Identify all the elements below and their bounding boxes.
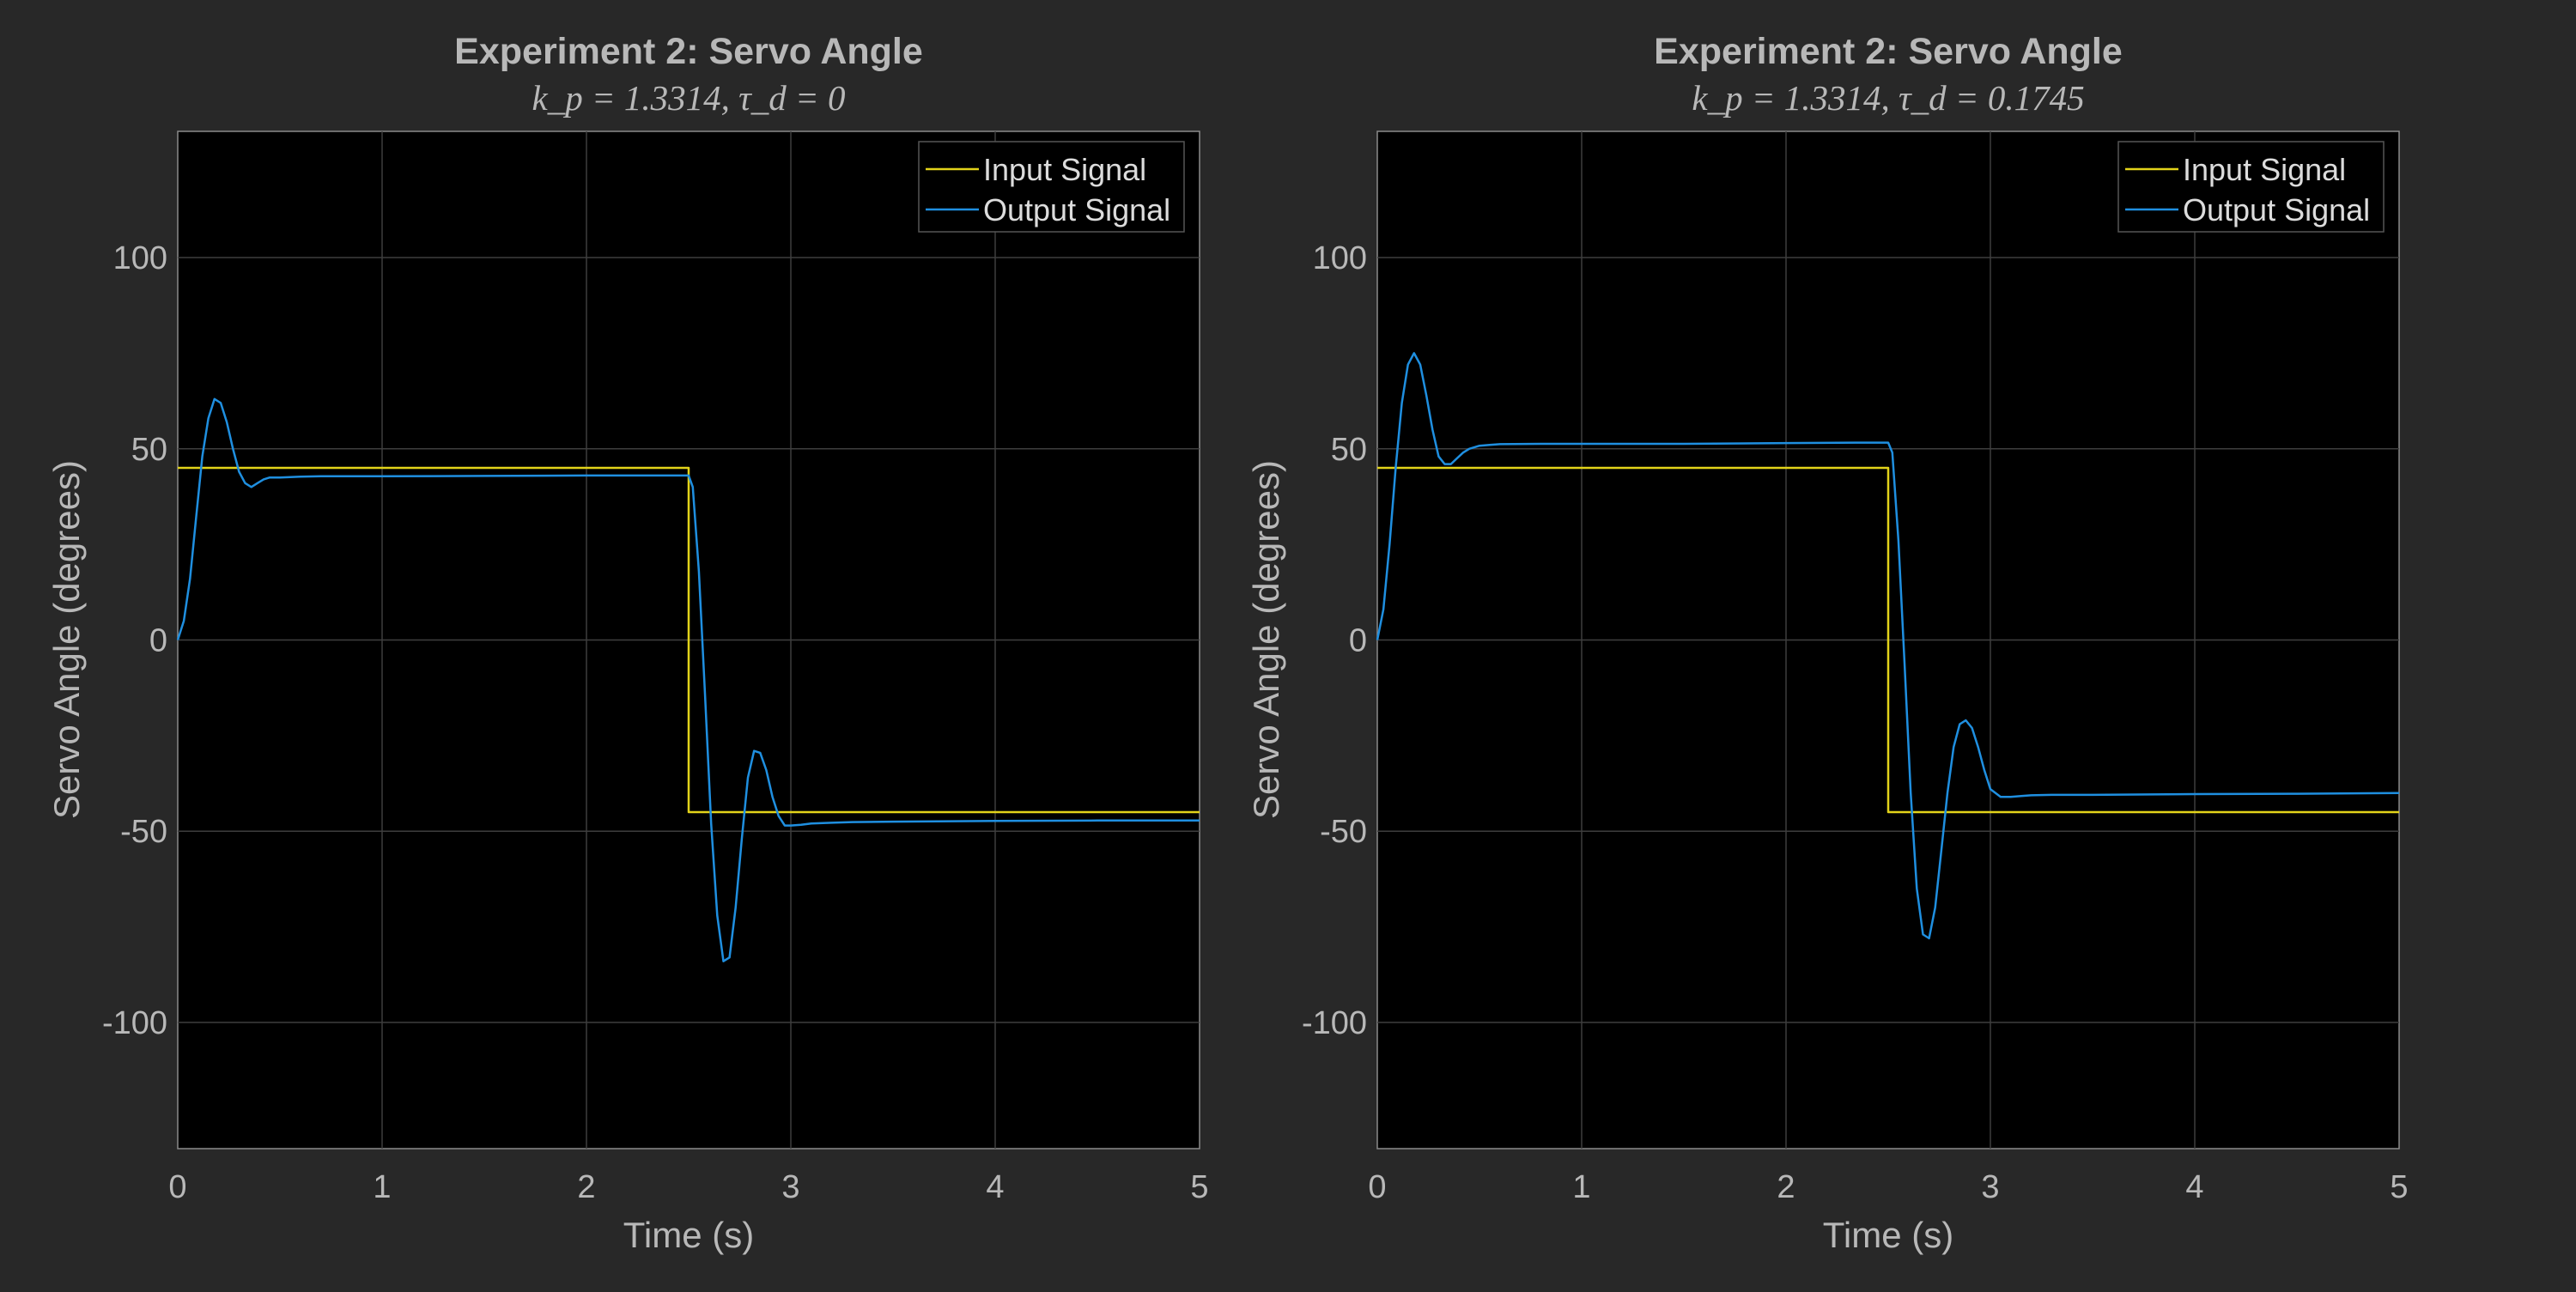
x-tick-label: 5 (2390, 1169, 2408, 1205)
series-layer (1376, 352, 2400, 940)
chart-subtitle: k_p = 1.3314, τ_d = 0.1745 (1692, 78, 2084, 118)
chart-panel-right: Experiment 2: Servo Angle k_p = 1.3314, … (1246, 31, 2409, 1255)
y-axis-label: Servo Angle (degrees) (46, 460, 87, 819)
x-tick-label: 5 (1190, 1169, 1208, 1205)
x-tick-label: 2 (577, 1169, 595, 1205)
y-tick-label: -50 (120, 814, 167, 850)
y-tick-labels: -100 -50 0 50 100 (1302, 240, 1367, 1041)
x-axis-label: Time (s) (623, 1215, 754, 1255)
x-tick-label: 1 (373, 1169, 391, 1205)
chart-title: Experiment 2: Servo Angle (1654, 31, 2123, 72)
chart-subtitle: k_p = 1.3314, τ_d = 0 (532, 78, 846, 118)
y-tick-label: -100 (1302, 1005, 1367, 1041)
y-tick-label: 50 (131, 432, 167, 468)
input-signal-line (1377, 466, 2399, 814)
chart-title: Experiment 2: Servo Angle (454, 31, 923, 72)
legend-label-input: Input Signal (2183, 152, 2346, 187)
x-tick-label: 3 (1981, 1169, 1999, 1205)
input-signal-line (178, 466, 1200, 814)
x-tick-label: 4 (2185, 1169, 2203, 1205)
y-tick-label: -50 (1320, 814, 1367, 850)
y-tick-label: 50 (1331, 432, 1367, 468)
y-tick-label: 0 (1349, 623, 1367, 659)
series-layer (176, 397, 1200, 962)
output-signal-line (1376, 352, 2400, 940)
chart-panel-left: Experiment 2: Servo Angle k_p = 1.3314, … (46, 31, 1209, 1255)
x-tick-label: 0 (168, 1169, 186, 1205)
x-axis-label: Time (s) (1823, 1215, 1953, 1255)
y-tick-label: 0 (149, 623, 167, 659)
legend-label-input: Input Signal (983, 152, 1146, 187)
legend: Input Signal Output Signal (2117, 141, 2385, 233)
legend-box (2117, 141, 2385, 233)
x-tick-labels: 0 1 2 3 4 5 (1368, 1169, 2408, 1205)
x-tick-label: 2 (1777, 1169, 1795, 1205)
y-tick-label: 100 (113, 240, 167, 276)
legend: Input Signal Output Signal (918, 141, 1185, 233)
x-tick-labels: 0 1 2 3 4 5 (168, 1169, 1208, 1205)
x-tick-label: 1 (1572, 1169, 1590, 1205)
grid (1377, 131, 2399, 1149)
y-tick-label: -100 (102, 1005, 167, 1041)
legend-label-output: Output Signal (983, 192, 1170, 227)
x-tick-label: 3 (781, 1169, 799, 1205)
legend-box (918, 141, 1185, 233)
x-tick-label: 0 (1368, 1169, 1386, 1205)
legend-label-output: Output Signal (2183, 192, 2370, 227)
y-tick-labels: -100 -50 0 50 100 (102, 240, 167, 1041)
y-tick-label: 100 (1313, 240, 1367, 276)
output-signal-line (176, 397, 1200, 962)
x-tick-label: 4 (986, 1169, 1004, 1205)
y-axis-label: Servo Angle (degrees) (1246, 460, 1286, 819)
